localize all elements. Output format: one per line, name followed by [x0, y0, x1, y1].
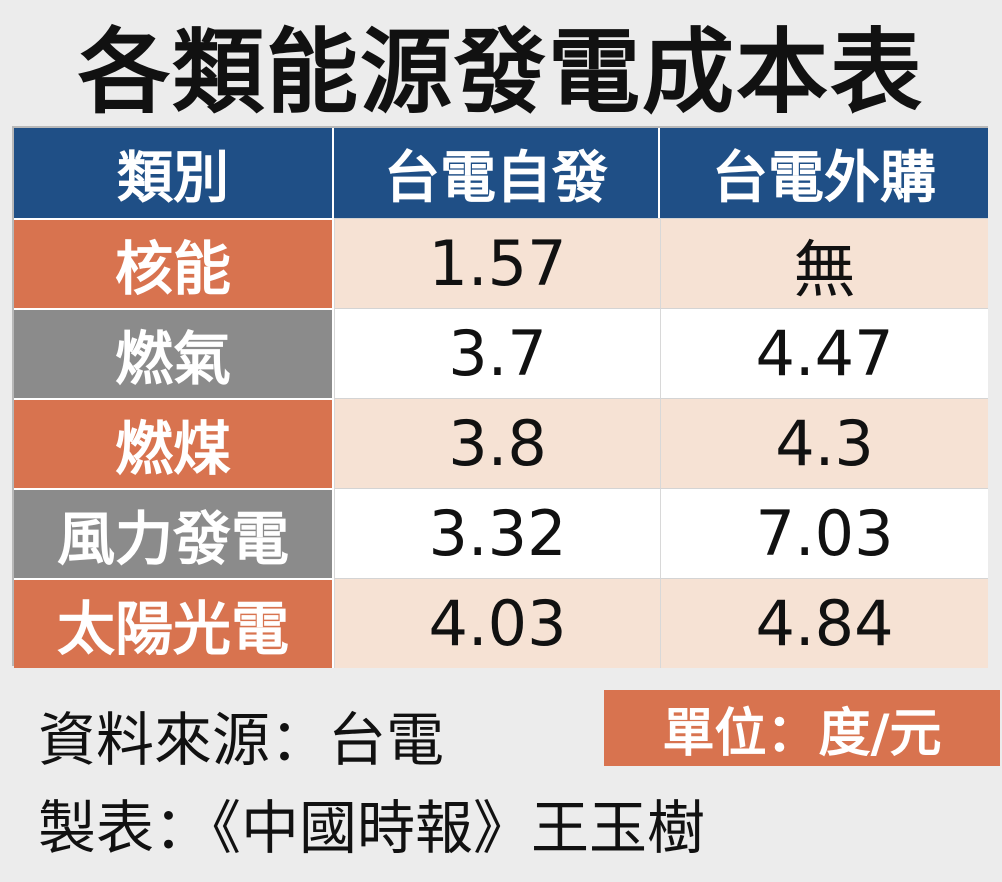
column-header-category: 類別 — [14, 128, 334, 218]
row-label-gas: 燃氣 — [14, 308, 334, 398]
table-row-wind: 風力發電 3.32 7.03 — [14, 488, 988, 578]
table-row-gas: 燃氣 3.7 4.47 — [14, 308, 988, 398]
row-label-nuclear: 核能 — [14, 218, 334, 308]
cell-gas-purchased: 4.47 — [660, 308, 988, 398]
row-label-wind: 風力發電 — [14, 488, 334, 578]
cell-wind-self-generated: 3.32 — [334, 488, 660, 578]
cell-coal-purchased: 4.3 — [660, 398, 988, 488]
table-header-row: 類別 台電自發 台電外購 — [14, 128, 988, 218]
cell-nuclear-purchased: 無 — [660, 218, 988, 308]
chart-title: 各類能源發電成本表 — [77, 18, 924, 126]
source-note: 資料來源：台電 — [38, 706, 445, 774]
maker-note: 製表：《中國時報》王玉樹 — [38, 794, 706, 862]
cost-table: 類別 台電自發 台電外購 核能 1.57 無 燃氣 3.7 4.47 燃煤 3.… — [12, 126, 988, 668]
column-header-self-generated: 台電自發 — [334, 128, 660, 218]
column-header-purchased: 台電外購 — [660, 128, 988, 218]
table-row-coal: 燃煤 3.8 4.3 — [14, 398, 988, 488]
table-row-solar: 太陽光電 4.03 4.84 — [14, 578, 988, 668]
cell-gas-self-generated: 3.7 — [334, 308, 660, 398]
cell-wind-purchased: 7.03 — [660, 488, 988, 578]
cell-nuclear-self-generated: 1.57 — [334, 218, 660, 308]
cell-solar-purchased: 4.84 — [660, 578, 988, 668]
row-label-coal: 燃煤 — [14, 398, 334, 488]
unit-badge: 單位：度/元 — [604, 690, 1000, 766]
cell-coal-self-generated: 3.8 — [334, 398, 660, 488]
table-row-nuclear: 核能 1.57 無 — [14, 218, 988, 308]
row-label-solar: 太陽光電 — [14, 578, 334, 668]
cell-solar-self-generated: 4.03 — [334, 578, 660, 668]
